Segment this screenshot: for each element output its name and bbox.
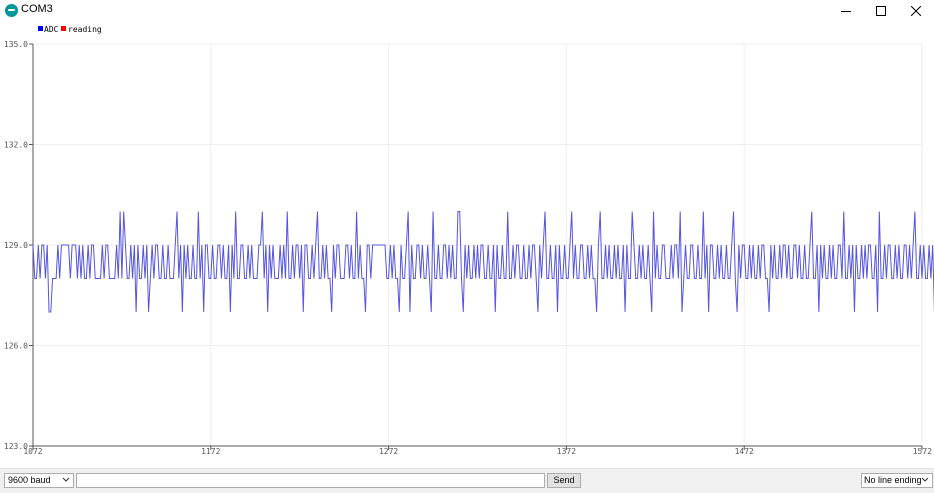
serial-message-input[interactable] — [76, 473, 545, 488]
minimize-icon — [841, 11, 851, 12]
line-ending-value: No line ending — [864, 475, 922, 485]
x-tick-label: 1172 — [201, 447, 220, 456]
maximize-button[interactable] — [864, 0, 898, 22]
series-layer — [32, 211, 934, 313]
close-button[interactable] — [899, 0, 933, 22]
baud-rate-value: 9600 baud — [8, 475, 51, 485]
x-tick-label: 1372 — [557, 447, 576, 456]
chevron-down-icon — [921, 477, 929, 482]
close-icon — [911, 6, 921, 16]
x-tick-label: 1072 — [23, 447, 42, 456]
x-tick-label: 1272 — [379, 447, 398, 456]
chevron-down-icon — [62, 477, 70, 482]
legend-swatch-adc — [38, 26, 43, 31]
arduino-icon — [5, 4, 18, 17]
title-bar: COM3 — [0, 0, 934, 22]
y-tick-label: 123.0 — [4, 442, 28, 451]
legend-label-reading: reading — [68, 25, 102, 34]
baud-rate-select[interactable]: 9600 baud — [4, 473, 74, 488]
x-tick-label: 1572 — [913, 447, 932, 456]
legend-label-adc: ADC — [44, 25, 59, 34]
y-tick-label: 132.0 — [4, 141, 28, 150]
bottom-bar: 9600 baud Send No line ending — [0, 468, 934, 493]
y-tick-label: 126.0 — [4, 342, 28, 351]
series-line-adc — [32, 211, 934, 313]
legend: ADC reading — [38, 25, 102, 34]
legend-swatch-reading — [61, 26, 66, 31]
y-tick-label: 129.0 — [4, 241, 28, 250]
minimize-button[interactable] — [829, 0, 863, 22]
y-tick-label: 135.0 — [4, 40, 28, 49]
send-button[interactable]: Send — [547, 473, 581, 488]
window-title: COM3 — [21, 3, 53, 15]
x-tick-label: 1472 — [735, 447, 754, 456]
line-ending-select[interactable]: No line ending — [861, 473, 933, 488]
maximize-icon — [876, 6, 886, 16]
